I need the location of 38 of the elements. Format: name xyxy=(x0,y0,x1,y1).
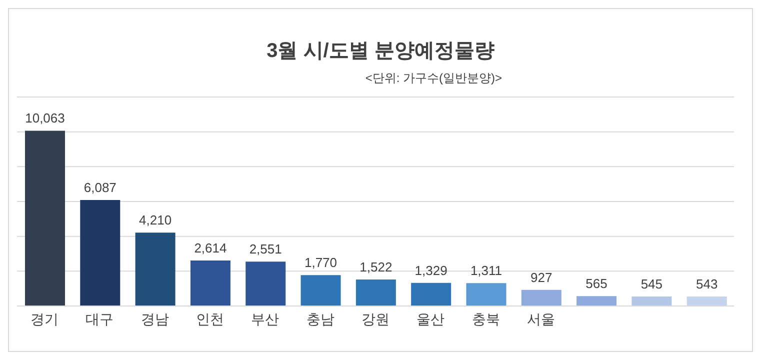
bar xyxy=(135,232,176,306)
bar xyxy=(466,283,506,306)
data-label: 1,329 xyxy=(414,262,448,278)
data-label: 545 xyxy=(640,276,663,292)
data-label: 543 xyxy=(696,276,718,292)
x-tick-label: 인천 xyxy=(196,310,224,327)
bar xyxy=(521,290,562,306)
bar xyxy=(576,296,617,306)
data-label: 2,551 xyxy=(249,242,282,257)
data-label: 565 xyxy=(586,276,608,292)
bar xyxy=(632,296,672,306)
bar xyxy=(356,279,396,306)
x-tick-label: 대구 xyxy=(86,310,114,327)
data-label: 1,522 xyxy=(360,259,392,274)
x-tick-label: 울산 xyxy=(416,310,445,327)
x-tick-label: 충북 xyxy=(472,310,500,327)
bar xyxy=(25,130,65,306)
chart-title: 3월 시/도별 분양예정물량 xyxy=(266,39,496,64)
data-label: 6,087 xyxy=(84,180,116,195)
x-tick-label: 경기 xyxy=(30,310,59,327)
data-label: 4,210 xyxy=(139,212,172,228)
bar xyxy=(411,282,452,306)
x-tick-label: 충남 xyxy=(306,310,334,327)
x-tick-label: 강원 xyxy=(362,310,390,327)
bar xyxy=(686,296,727,306)
chart-subtitle: <단위: 가구수(일반분양)> xyxy=(364,70,502,87)
data-label: 10,063 xyxy=(25,110,65,126)
data-label: 1,311 xyxy=(470,263,502,278)
bar xyxy=(80,200,120,306)
bar xyxy=(246,262,286,306)
bar xyxy=(190,260,230,306)
data-label: 2,614 xyxy=(194,240,227,256)
data-label: 1,770 xyxy=(304,255,338,270)
x-tick-label: 부산 xyxy=(251,310,280,327)
bar xyxy=(300,275,341,306)
x-tick-label: 서울 xyxy=(526,310,555,327)
x-tick-label: 경남 xyxy=(140,310,169,327)
data-label: 927 xyxy=(530,270,552,285)
